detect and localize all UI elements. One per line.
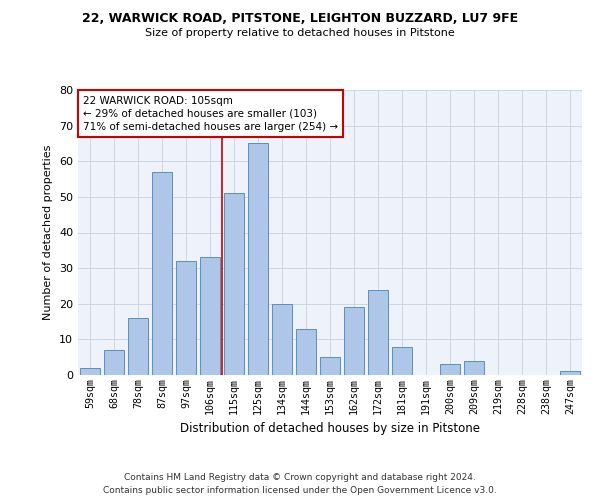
Bar [80, 368, 100, 375]
Bar [296, 328, 316, 375]
Bar [200, 258, 220, 375]
X-axis label: Distribution of detached houses by size in Pitstone: Distribution of detached houses by size … [180, 422, 480, 435]
Bar [176, 261, 196, 375]
Text: Contains HM Land Registry data © Crown copyright and database right 2024.
Contai: Contains HM Land Registry data © Crown c… [103, 474, 497, 495]
Bar [152, 172, 172, 375]
Bar [464, 361, 484, 375]
Bar [440, 364, 460, 375]
Bar [248, 144, 268, 375]
Bar [128, 318, 148, 375]
Y-axis label: Number of detached properties: Number of detached properties [43, 145, 53, 320]
Text: Size of property relative to detached houses in Pitstone: Size of property relative to detached ho… [145, 28, 455, 38]
Bar [392, 346, 412, 375]
Bar [272, 304, 292, 375]
Text: 22 WARWICK ROAD: 105sqm
← 29% of detached houses are smaller (103)
71% of semi-d: 22 WARWICK ROAD: 105sqm ← 29% of detache… [83, 96, 338, 132]
Bar [344, 308, 364, 375]
Bar [104, 350, 124, 375]
Bar [368, 290, 388, 375]
Bar [560, 372, 580, 375]
Bar [320, 357, 340, 375]
Text: 22, WARWICK ROAD, PITSTONE, LEIGHTON BUZZARD, LU7 9FE: 22, WARWICK ROAD, PITSTONE, LEIGHTON BUZ… [82, 12, 518, 26]
Bar [224, 194, 244, 375]
